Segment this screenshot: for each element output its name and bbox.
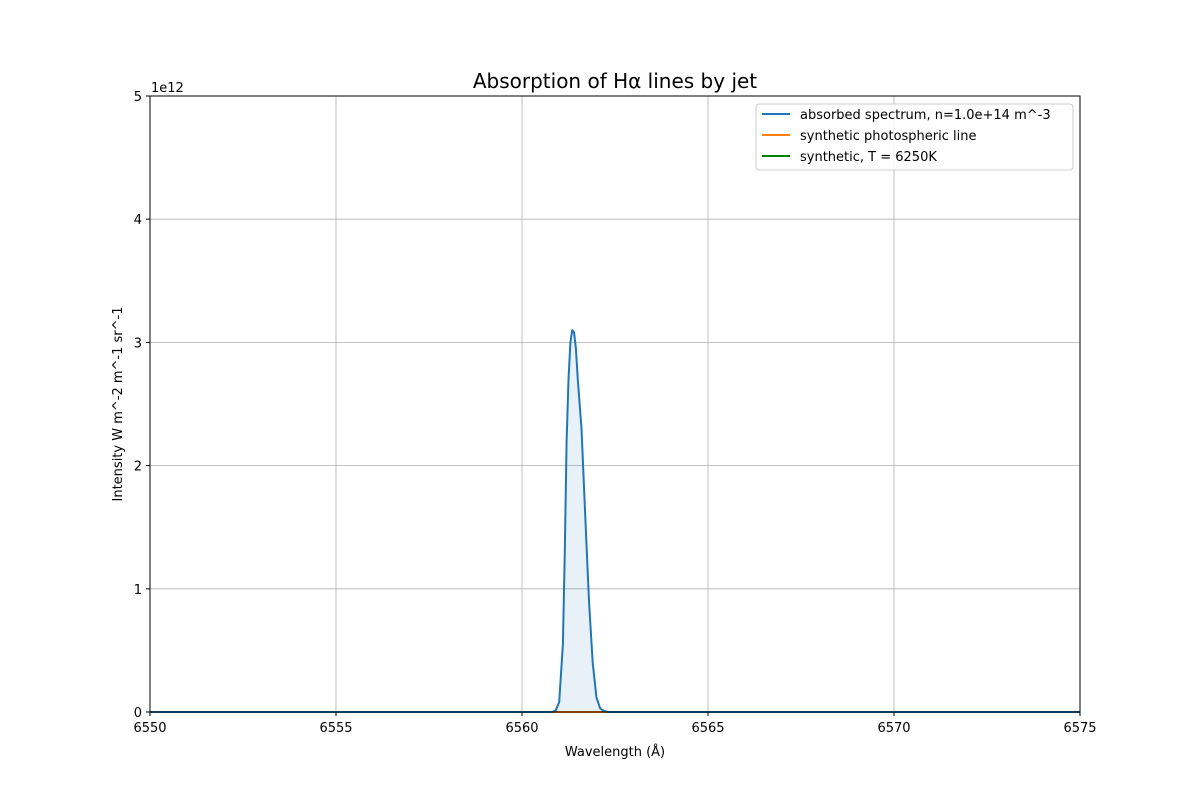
x-tick-label: 6550 <box>133 721 166 736</box>
x-tick-label: 6555 <box>319 721 352 736</box>
y-tick-label: 5 <box>134 90 142 105</box>
legend: absorbed spectrum, n=1.0e+14 m^-3 synthet… <box>755 103 1074 171</box>
y-tick-label: 1 <box>134 583 142 598</box>
legend-entry: synthetic, T = 6250K <box>800 150 937 165</box>
plot-frame <box>149 95 1081 713</box>
chart-title: Absorption of Hα lines by jet <box>473 69 757 93</box>
x-tick-label: 6560 <box>505 721 538 736</box>
x-tick-label: 6565 <box>691 721 724 736</box>
legend-box <box>755 103 1074 171</box>
y-tick-label: 0 <box>134 706 142 721</box>
x-tick-label: 6575 <box>1063 721 1096 736</box>
series-line-0 <box>150 329 1080 713</box>
gridlines <box>149 95 1081 713</box>
y-tick-label: 2 <box>134 460 142 475</box>
legend-entry: absorbed spectrum, n=1.0e+14 m^-3 <box>800 108 1051 123</box>
x-axis-label: Wavelength (Å) <box>565 744 665 760</box>
y-offset-text: 1e12 <box>151 81 184 96</box>
x-tick-label: 6570 <box>877 721 910 736</box>
y-tick-label: 3 <box>134 336 142 351</box>
y-axis-label: Intensity W m^-2 m^-1 sr^-1 <box>111 307 126 502</box>
legend-entry: synthetic photospheric line <box>800 129 976 144</box>
axis-ticks: 6550 6555 6560 6565 6570 6575 0 1 2 3 4 5 <box>133 90 1096 736</box>
y-tick-label: 4 <box>134 213 142 228</box>
